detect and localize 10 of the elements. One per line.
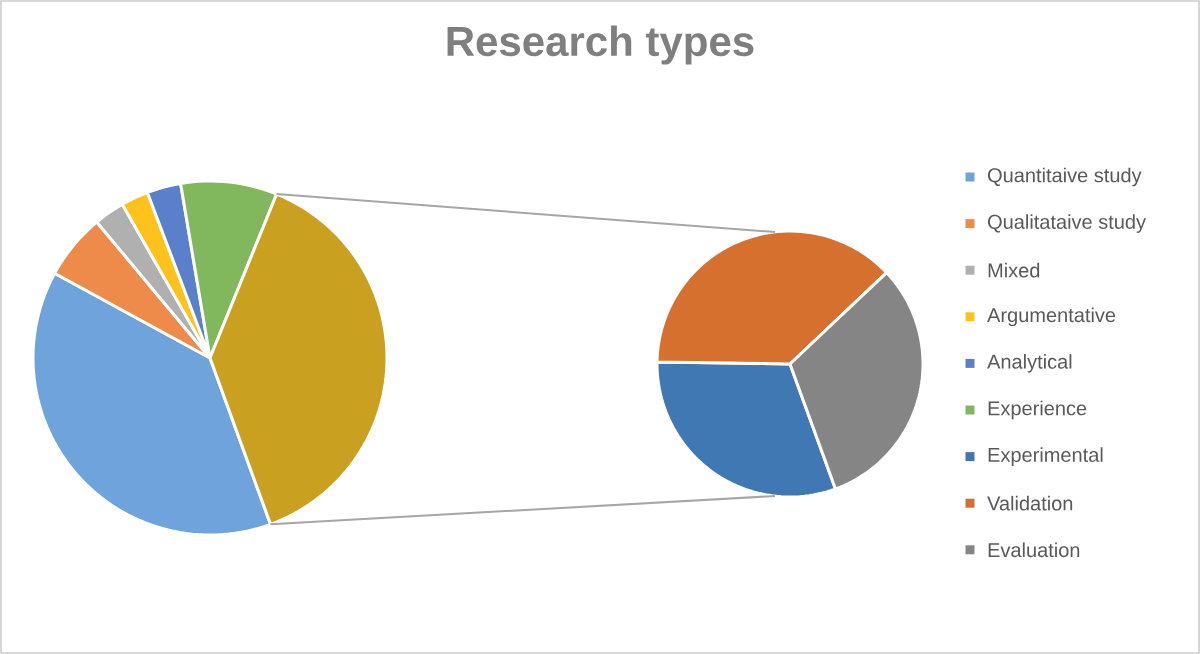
- legend-label: Argumentative: [987, 307, 1116, 327]
- legend-label: Experimental: [988, 447, 1103, 466]
- legend-label: Analytical: [987, 354, 1072, 373]
- legend-label: Experience: [988, 400, 1087, 420]
- legend-label: Quantitaive study: [988, 167, 1142, 187]
- legend-label: Mixed: [988, 262, 1040, 278]
- legend-label: Evaluation: [988, 542, 1080, 558]
- chart-title: Research types: [447, 25, 754, 65]
- legend-label: Qualitataive study: [988, 214, 1146, 233]
- legend-label: Validation: [987, 495, 1073, 511]
